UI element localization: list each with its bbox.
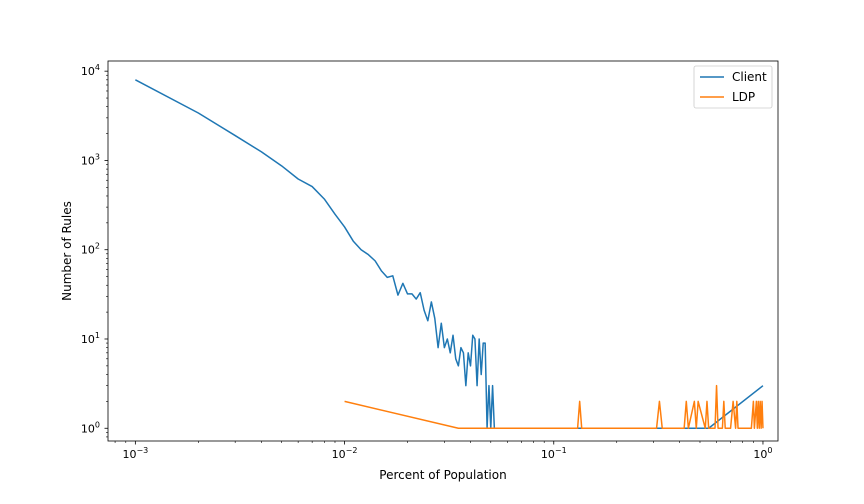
y-tick-label: 103 [81, 152, 100, 167]
y-tick-exponent: 0 [95, 420, 100, 429]
x-tick-exponent: 0 [767, 446, 772, 455]
y-tick-exponent: 4 [95, 63, 100, 72]
plot-frame [107, 60, 779, 442]
x-tick-base: 10 [541, 448, 555, 461]
y-tick-base: 10 [81, 244, 95, 257]
series-line-ldp [344, 384, 764, 430]
legend-label-ldp: LDP [732, 90, 755, 104]
x-tick-label: 10−1 [541, 446, 567, 461]
x-tick-exponent: −1 [555, 446, 567, 455]
y-tick-exponent: 1 [95, 331, 100, 340]
y-tick-exponent: 2 [95, 242, 100, 251]
x-tick-base: 10 [753, 448, 767, 461]
y-tick-exponent: 3 [95, 152, 100, 161]
x-tick-exponent: −2 [346, 446, 358, 455]
y-tick-base: 10 [81, 422, 95, 435]
x-axis: 10−3 10−2 10−1 100 [114, 441, 773, 461]
series-layer [135, 79, 764, 430]
x-axis-label: Percent of Population [379, 468, 506, 482]
x-tick-label: 100 [753, 446, 772, 461]
x-tick-base: 10 [332, 448, 346, 461]
legend-label-client: Client [732, 70, 767, 84]
x-tick-exponent: −3 [136, 446, 148, 455]
y-tick-label: 104 [81, 63, 100, 78]
legend: Client LDP [693, 65, 773, 109]
y-tick-base: 10 [81, 65, 95, 78]
y-tick-label: 102 [81, 242, 100, 257]
y-axis-label: Number of Rules [60, 201, 74, 301]
x-tick-label: 10−2 [332, 446, 358, 461]
y-tick-base: 10 [81, 154, 95, 167]
y-tick-label: 100 [81, 420, 100, 435]
x-tick-label: 10−3 [122, 446, 148, 461]
x-tick-base: 10 [122, 448, 136, 461]
y-tick-label: 101 [81, 331, 100, 346]
y-tick-base: 10 [81, 333, 95, 346]
